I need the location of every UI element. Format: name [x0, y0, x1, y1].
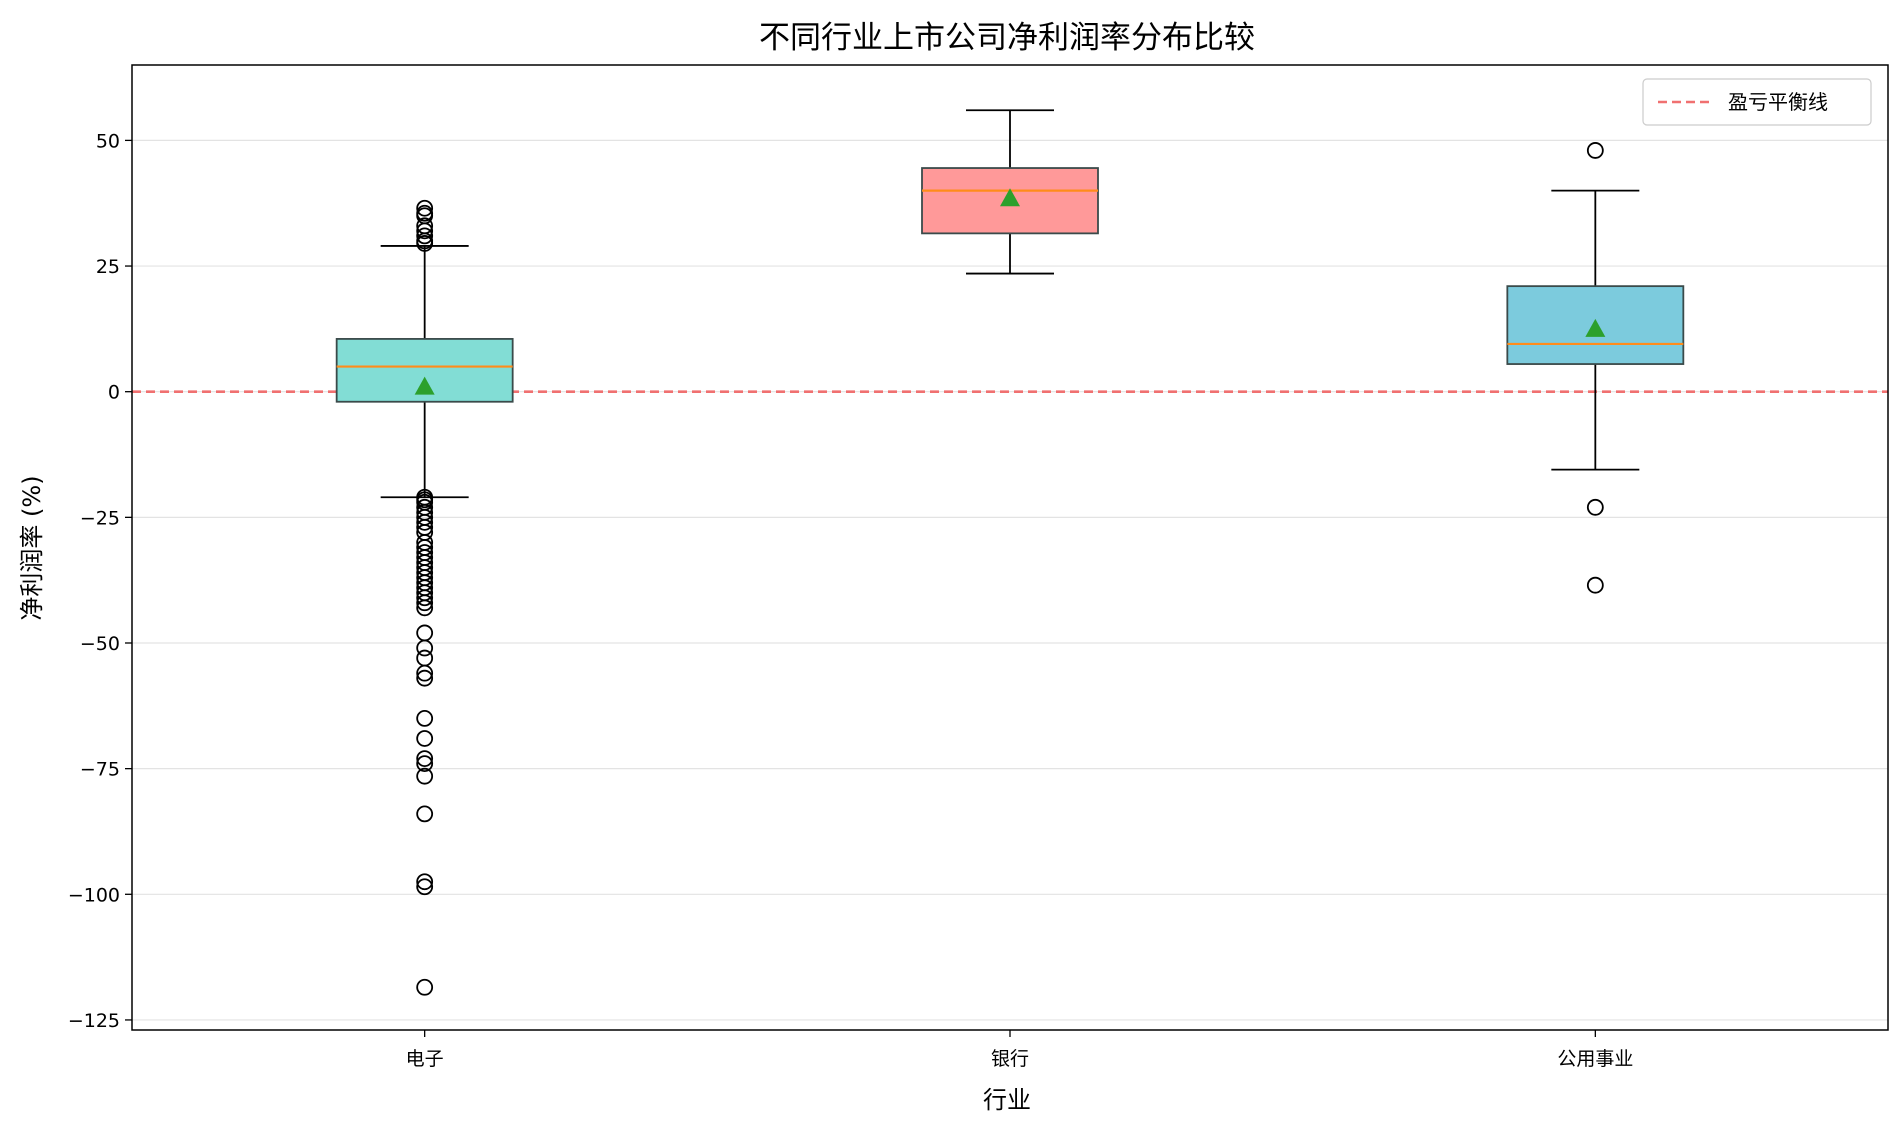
chart-title: 不同行业上市公司净利润率分布比较	[759, 20, 1255, 56]
x-axis-ticks: 电子 银行 公用事业	[406, 1030, 1633, 1070]
mean-marker	[414, 376, 435, 395]
y-tick-label: 25	[96, 256, 120, 278]
y-axis-ticks: 50 25 0 −25 −50 −75 −100 −125	[68, 130, 132, 1032]
box-group	[1506, 142, 1685, 594]
y-tick-label: 0	[108, 382, 120, 404]
boxes-layer	[335, 109, 1685, 996]
mean-marker	[1000, 188, 1020, 207]
outlier-point	[416, 199, 434, 217]
y-tick-label: −25	[80, 507, 120, 529]
legend-label: 盈亏平衡线	[1728, 90, 1828, 114]
outlier-point	[416, 664, 434, 682]
outlier-point	[416, 639, 434, 657]
outlier-point	[416, 730, 434, 747]
outlier-point	[416, 589, 434, 607]
outlier-point	[416, 750, 434, 767]
legend-frame	[1642, 78, 1872, 126]
x-tick-label: 公用事业	[1557, 1048, 1633, 1070]
box-group	[335, 199, 514, 996]
outlier-point	[416, 594, 434, 612]
outlier-point	[416, 709, 434, 727]
outlier-point	[416, 235, 434, 252]
outlier-point	[416, 878, 434, 896]
outlier-point	[416, 649, 434, 667]
outlier-point	[416, 805, 434, 823]
outlier-point	[416, 767, 434, 785]
outlier-point	[416, 513, 434, 531]
y-tick-label: −75	[80, 759, 120, 781]
outlier-point	[416, 624, 434, 642]
outlier-point	[416, 599, 434, 617]
y-tick-label: −50	[80, 633, 120, 655]
outlier-point	[416, 873, 434, 891]
y-axis-title: 净利润率 (%)	[18, 475, 46, 620]
outlier-point	[1586, 576, 1604, 594]
outlier-point	[416, 227, 434, 245]
y-tick-label: 50	[96, 130, 120, 152]
outlier-point	[416, 978, 434, 996]
outlier-point	[416, 669, 434, 687]
mean-marker	[1585, 318, 1606, 337]
x-tick-label: 电子	[406, 1048, 444, 1070]
outlier-point	[1586, 142, 1604, 159]
outlier-point	[1586, 498, 1604, 516]
box-group	[921, 109, 1099, 275]
x-axis-title: 行业	[983, 1086, 1031, 1114]
outlier-point	[416, 755, 434, 773]
legend: 盈亏平衡线	[1642, 78, 1872, 126]
y-tick-label: −125	[68, 1010, 120, 1032]
y-tick-label: −100	[68, 884, 120, 906]
x-tick-label: 银行	[991, 1048, 1029, 1070]
iqr-box	[335, 338, 514, 403]
outlier-point	[416, 222, 434, 240]
